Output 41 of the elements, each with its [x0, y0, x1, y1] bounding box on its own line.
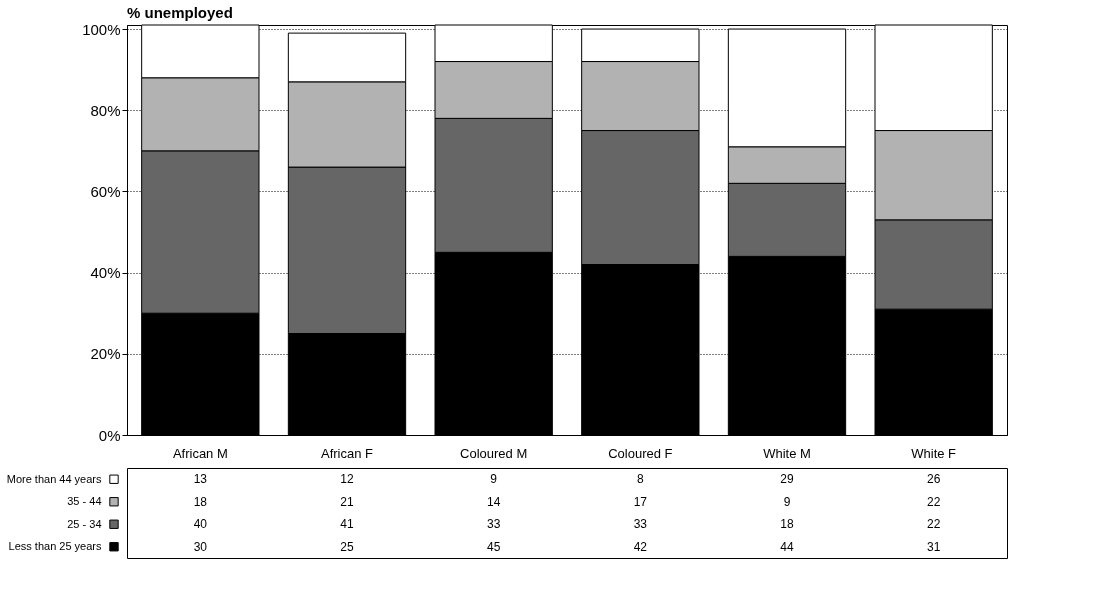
- data-label: 21: [340, 494, 354, 509]
- y-tick-label: 100%: [82, 20, 121, 38]
- data-label: 13: [193, 472, 208, 487]
- data-label: 8: [636, 472, 644, 487]
- x-tick-label: African F: [320, 445, 374, 461]
- data-label: 44: [780, 539, 794, 554]
- data-label: 9: [490, 472, 498, 487]
- data-label: 45: [486, 539, 501, 554]
- data-label: 17: [633, 494, 648, 509]
- data-label: 42: [633, 539, 648, 554]
- x-tick-label: White M: [763, 445, 811, 461]
- x-tick-label: African M: [172, 445, 228, 461]
- data-label: 33: [486, 517, 501, 532]
- y-tick-label: 80%: [90, 101, 121, 119]
- data-label: 22: [926, 494, 941, 509]
- data-label: 26: [926, 472, 941, 487]
- x-tick-label: Coloured F: [608, 445, 673, 461]
- data-label: 25: [340, 539, 354, 554]
- data-label: 12: [340, 472, 354, 487]
- data-label: 29: [780, 472, 794, 487]
- legend-label: 35 - 44: [67, 495, 102, 508]
- data-label: 18: [193, 494, 208, 509]
- y-tick-label: 40%: [90, 264, 121, 282]
- data-label: 40: [193, 517, 208, 532]
- y-tick-label: 60%: [90, 182, 121, 200]
- y-axis-title: % unemployed: [127, 4, 233, 21]
- data-label: 9: [783, 494, 791, 509]
- data-label: 31: [926, 539, 941, 554]
- data-label: 33: [633, 517, 648, 532]
- legend-label: More than 44 years: [6, 472, 102, 485]
- data-label: 22: [926, 517, 941, 532]
- data-label: 18: [780, 517, 794, 532]
- data-label: 30: [193, 539, 208, 554]
- data-label: 41: [340, 517, 354, 532]
- y-tick-label: 0%: [98, 426, 121, 444]
- legend-label: Less than 25 years: [8, 540, 102, 553]
- data-label: 14: [486, 494, 501, 509]
- x-tick-label: White F: [911, 445, 957, 461]
- x-tick-label: Coloured M: [460, 445, 528, 461]
- y-tick-label: 20%: [90, 345, 121, 363]
- legend-label: 25 - 34: [67, 517, 102, 530]
